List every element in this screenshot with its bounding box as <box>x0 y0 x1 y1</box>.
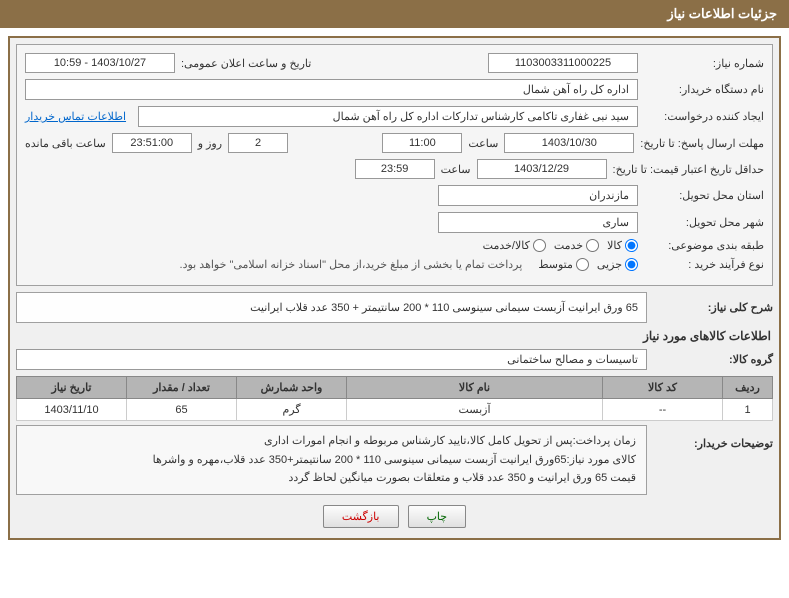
buyer-note-line2: کالای مورد نیاز:65ورق ایرانیت آزبست سیما… <box>27 451 636 470</box>
group-value-field: تاسیسات و مصالح ساختمانی <box>16 349 647 370</box>
button-row: چاپ بازگشت <box>16 495 773 532</box>
cell-qty: 65 <box>127 399 237 421</box>
col-qty: تعداد / مقدار <box>127 377 237 399</box>
items-section-title: اطلاعات کالاهای مورد نیاز <box>18 329 771 343</box>
back-button[interactable]: بازگشت <box>323 505 399 528</box>
buyer-note-line1: زمان پرداخت:پس از تحویل کامل کالا،تایید … <box>27 432 636 451</box>
col-code: کد کالا <box>603 377 723 399</box>
overview-label: شرح کلی نیاز: <box>653 301 773 314</box>
content-area: شماره نیاز: 1103003311000225 تاریخ و ساع… <box>8 36 781 540</box>
group-label: گروه کالا: <box>653 353 773 366</box>
deadline-label: مهلت ارسال پاسخ: تا تاریخ: <box>640 137 764 150</box>
main-info-box: شماره نیاز: 1103003311000225 تاریخ و ساع… <box>16 44 773 286</box>
days-and-label: روز و <box>198 137 222 150</box>
creator-label: ایجاد کننده درخواست: <box>644 110 764 123</box>
buyer-notes-label: توضیحات خریدار: <box>653 425 773 450</box>
radio-minor[interactable]: جزیی <box>597 258 638 271</box>
col-date: تاریخ نیاز <box>17 377 127 399</box>
cell-unit: گرم <box>237 399 347 421</box>
city-field: ساری <box>438 212 638 233</box>
radio-kala-input[interactable] <box>625 239 638 252</box>
overview-box: 65 ورق ایرانیت آزبست سیمانی سینوسی 110 *… <box>16 292 647 323</box>
org-label: نام دستگاه خریدار: <box>644 83 764 96</box>
cell-date: 1403/11/10 <box>17 399 127 421</box>
panel-title: جزئیات اطلاعات نیاز <box>667 6 777 21</box>
panel-header: جزئیات اطلاعات نیاز <box>0 0 789 28</box>
radio-both[interactable]: کالا/خدمت <box>483 239 546 252</box>
items-table: ردیف کد کالا نام کالا واحد شمارش تعداد /… <box>16 376 773 421</box>
radio-minor-input[interactable] <box>625 258 638 271</box>
col-row: ردیف <box>723 377 773 399</box>
need-number-field: 1103003311000225 <box>488 53 638 73</box>
category-radio-group: کالا خدمت کالا/خدمت <box>483 239 638 252</box>
buyer-note-line3: قیمت 65 ورق ایرانیت و 350 عدد قلاب و متع… <box>27 469 636 488</box>
process-label: نوع فرآیند خرید : <box>644 258 764 271</box>
print-button[interactable]: چاپ <box>408 505 467 528</box>
overview-text: 65 ورق ایرانیت آزبست سیمانی سینوسی 110 *… <box>250 302 638 314</box>
table-row: 1 -- آزبست گرم 65 1403/11/10 <box>17 399 773 421</box>
category-label: طبقه بندی موضوعی: <box>644 239 764 252</box>
creator-name-field: سید نبی غفاری تاکامی کارشناس تدارکات ادا… <box>138 106 638 127</box>
province-label: استان محل تحویل: <box>644 189 764 202</box>
remaining-label: ساعت باقی مانده <box>25 137 106 150</box>
deadline-time-field: 11:00 <box>382 133 462 153</box>
city-label: شهر محل تحویل: <box>644 216 764 229</box>
time-word-1: ساعت <box>468 137 498 150</box>
org-name-field: اداره کل راه آهن شمال <box>25 79 638 100</box>
radio-medium-input[interactable] <box>576 258 589 271</box>
validity-date-field: 1403/12/29 <box>477 159 607 179</box>
radio-kala[interactable]: کالا <box>607 239 638 252</box>
announce-date-field: 1403/10/27 - 10:59 <box>25 53 175 73</box>
col-unit: واحد شمارش <box>237 377 347 399</box>
deadline-date-field: 1403/10/30 <box>504 133 634 153</box>
col-name: نام کالا <box>347 377 603 399</box>
radio-medium[interactable]: متوسط <box>538 258 589 271</box>
table-header-row: ردیف کد کالا نام کالا واحد شمارش تعداد /… <box>17 377 773 399</box>
cell-code: -- <box>603 399 723 421</box>
cell-name: آزبست <box>347 399 603 421</box>
remaining-time-field: 23:51:00 <box>112 133 192 153</box>
radio-both-input[interactable] <box>533 239 546 252</box>
radio-khedmat-input[interactable] <box>586 239 599 252</box>
payment-note: پرداخت تمام یا بخشی از مبلغ خرید،از محل … <box>180 258 523 271</box>
validity-label: حداقل تاریخ اعتبار قیمت: تا تاریخ: <box>613 163 764 176</box>
announce-date-label: تاریخ و ساعت اعلان عمومی: <box>181 57 311 70</box>
buyer-notes-row: توضیحات خریدار: زمان پرداخت:پس از تحویل … <box>16 425 773 495</box>
need-number-label: شماره نیاز: <box>644 57 764 70</box>
province-field: مازندران <box>438 185 638 206</box>
contact-link[interactable]: اطلاعات تماس خریدار <box>25 110 126 123</box>
process-radio-group: جزیی متوسط <box>538 258 638 271</box>
validity-time-field: 23:59 <box>355 159 435 179</box>
cell-row: 1 <box>723 399 773 421</box>
buyer-notes-content: زمان پرداخت:پس از تحویل کامل کالا،تایید … <box>16 425 647 495</box>
radio-khedmat[interactable]: خدمت <box>554 239 599 252</box>
time-word-2: ساعت <box>441 163 471 176</box>
days-count-field: 2 <box>228 133 288 153</box>
